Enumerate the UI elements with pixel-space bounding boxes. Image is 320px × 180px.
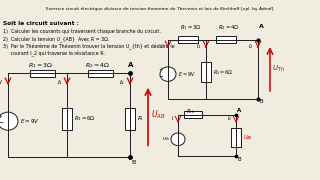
Text: $U_{AB}$: $U_{AB}$ <box>151 109 165 121</box>
Text: $R_3 = 6\Omega$: $R_3 = 6\Omega$ <box>213 68 233 77</box>
Text: A: A <box>237 108 241 113</box>
Text: $R_3 = 6\Omega$: $R_3 = 6\Omega$ <box>74 114 96 123</box>
Text: +: + <box>159 67 163 72</box>
Circle shape <box>171 133 185 146</box>
Text: $I_1$: $I_1$ <box>196 42 202 51</box>
Circle shape <box>160 67 176 81</box>
Text: A: A <box>128 62 133 68</box>
Text: $R$: $R$ <box>137 114 143 122</box>
Text: A: A <box>259 24 264 29</box>
Text: Exercice circuit électrique diviseur de tension théorème de Thévenin et lois de : Exercice circuit électrique diviseur de … <box>46 6 274 11</box>
Bar <box>62 108 72 130</box>
Text: $I$: $I$ <box>171 114 175 122</box>
Text: 1)  Calculer les courants qui traversent chaque branche du circuit.: 1) Calculer les courants qui traversent … <box>3 29 161 34</box>
Text: −: − <box>159 74 163 79</box>
Text: $R_1 = 3\Omega$: $R_1 = 3\Omega$ <box>28 61 53 70</box>
Text: $I_2$: $I_2$ <box>119 78 125 87</box>
Text: $I$: $I$ <box>0 78 3 86</box>
Text: B: B <box>131 160 135 165</box>
Bar <box>30 70 55 77</box>
Bar <box>125 108 135 130</box>
Text: $R_{th}$: $R_{th}$ <box>186 108 195 116</box>
Text: $I_2$: $I_2$ <box>248 42 254 51</box>
Text: $I_2$: $I_2$ <box>228 114 233 123</box>
Text: 2)  Calculer la tension U_{AB}  Avec R = 3Ω.: 2) Calculer la tension U_{AB} Avec R = 3… <box>3 36 109 42</box>
Text: $R_2 = 4\Omega$: $R_2 = 4\Omega$ <box>218 23 240 32</box>
Text: B: B <box>237 157 241 162</box>
Text: B: B <box>259 100 263 104</box>
Circle shape <box>0 112 18 130</box>
Text: +: + <box>0 114 2 119</box>
Text: $E = 9V$: $E = 9V$ <box>20 117 40 125</box>
Text: $U_{AB}$: $U_{AB}$ <box>243 133 253 142</box>
Bar <box>201 62 211 82</box>
Text: −: − <box>0 120 3 126</box>
Text: $I_1$: $I_1$ <box>57 78 63 87</box>
Text: $U_{Th}$: $U_{Th}$ <box>272 64 285 74</box>
Bar <box>184 111 202 118</box>
Bar <box>88 70 113 77</box>
Text: $R_2 = 4\Omega$: $R_2 = 4\Omega$ <box>85 61 110 70</box>
Text: $U_{th}$: $U_{th}$ <box>162 136 170 143</box>
Text: $R_1 = 3\Omega$: $R_1 = 3\Omega$ <box>180 23 202 32</box>
Bar <box>216 36 236 43</box>
Text: $E = 9V$: $E = 9V$ <box>178 70 196 78</box>
Text: Soit le circuit suivant :: Soit le circuit suivant : <box>3 21 79 26</box>
Text: courant I_2 qui traverse la résistance R.: courant I_2 qui traverse la résistance R… <box>3 51 105 57</box>
Text: $I$: $I$ <box>160 42 164 50</box>
Bar <box>231 128 241 147</box>
Text: 3)  Par le Théorème de Thévenin trouver la tension U_{th} et déduire le: 3) Par le Théorème de Thévenin trouver l… <box>3 43 175 50</box>
Bar <box>178 36 198 43</box>
